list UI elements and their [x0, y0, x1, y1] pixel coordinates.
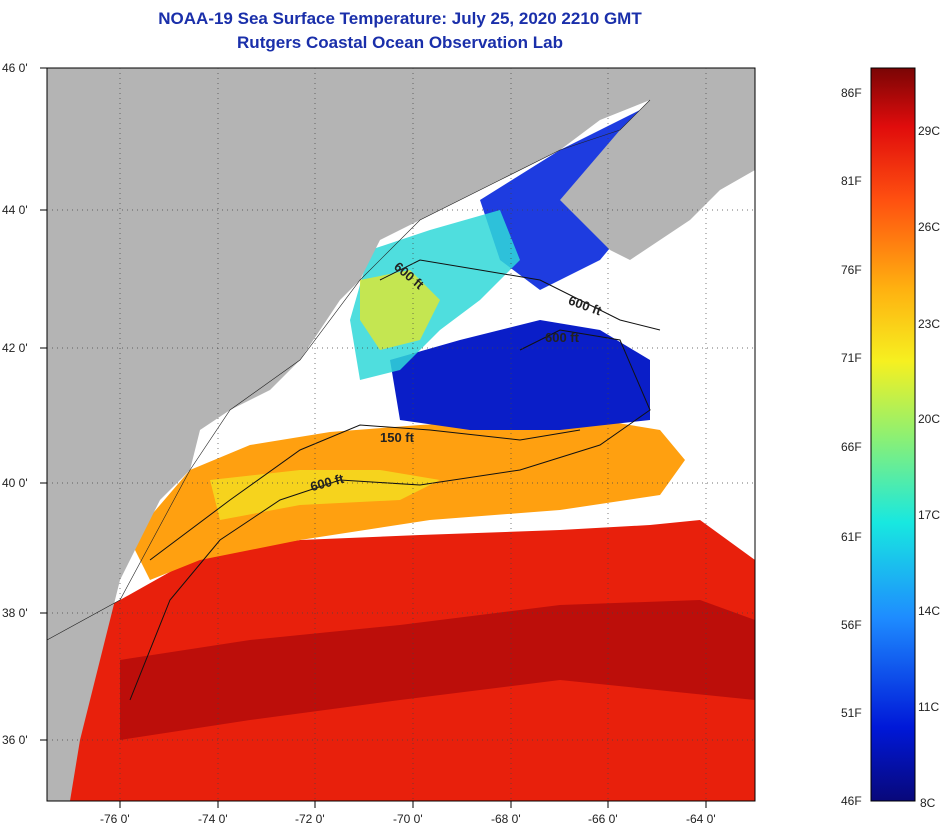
lon-label: -70 0' [393, 812, 423, 826]
colorbar-c-label: 20C [918, 412, 941, 426]
colorbar-f-label: 86F [841, 86, 862, 100]
colorbar-f-label: 51F [841, 706, 862, 720]
map-subtitle: Rutgers Coastal Ocean Observation Lab [237, 33, 563, 52]
lat-label: 44 0' [2, 203, 28, 217]
lon-label: -72 0' [295, 812, 325, 826]
map-imagery [47, 68, 755, 801]
lon-label: -74 0' [198, 812, 228, 826]
colorbar [870, 67, 916, 802]
lat-label: 38 0' [2, 606, 28, 620]
lon-label: -68 0' [491, 812, 521, 826]
shelf-water [130, 420, 685, 580]
gulf-of-maine-cool [390, 320, 650, 430]
map-frame [46, 67, 756, 802]
yellow-coastal [360, 270, 440, 350]
land-mainland [47, 68, 755, 801]
coastline [47, 99, 651, 641]
map-title: NOAA-19 Sea Surface Temperature: July 25… [158, 9, 642, 28]
contour-label: 600 ft [545, 330, 579, 345]
colorbar-f-label: 76F [841, 263, 862, 277]
contour-150ft [149, 424, 581, 561]
lon-label: -76 0' [100, 812, 130, 826]
lat-label: 36 0' [2, 733, 28, 747]
lat-label: 40 0' [2, 476, 28, 490]
lon-label: -64 0' [686, 812, 716, 826]
colorbar-c-label: 17C [918, 508, 941, 522]
colorbar-f-label: 61F [841, 530, 862, 544]
colorbar-f-label: 66F [841, 440, 862, 454]
colorbar-f-label: 56F [841, 618, 862, 632]
colorbar-c-label: 23C [918, 317, 941, 331]
colorbar-f-label: 46F [841, 794, 862, 808]
colorbar-c-label: 29C [918, 124, 941, 138]
colorbar-f-label: 81F [841, 174, 862, 188]
colorbar-f-label: 71F [841, 351, 862, 365]
contour-600ft-shelf [129, 329, 651, 701]
colorbar-c-label: 11C [918, 700, 940, 714]
gridlines [47, 68, 755, 801]
axis-ticks [40, 67, 707, 808]
hot-water-band [120, 600, 755, 740]
contour-600ft-gom [379, 259, 661, 331]
colorbar-c-label: 26C [918, 220, 941, 234]
colorbar-c-label: 8C [920, 796, 936, 810]
lat-label: 46 0' [2, 61, 28, 75]
colorbar-c-label: 14C [918, 604, 941, 618]
contour-label: 150 ft [380, 430, 414, 445]
lon-label: -66 0' [588, 812, 618, 826]
lat-label: 42 0' [2, 341, 28, 355]
land-nova-scotia [610, 110, 755, 260]
